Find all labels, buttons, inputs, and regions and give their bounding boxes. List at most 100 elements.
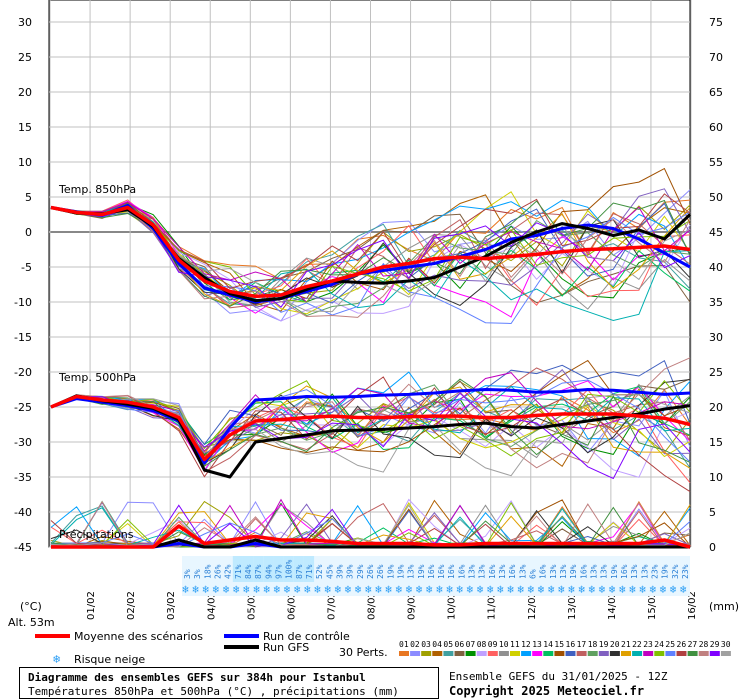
snow-flake-icon: ❄ xyxy=(487,583,494,596)
snow-risk-label: 100% xyxy=(285,560,294,579)
pert-swatch xyxy=(521,651,532,656)
pert-number: 07 xyxy=(466,640,476,649)
snow-flake-icon: ❄ xyxy=(680,583,687,596)
pert-number: 28 xyxy=(699,640,709,649)
snow-flake-icon: ❄ xyxy=(649,583,656,596)
right-tick-label: 35 xyxy=(709,296,723,309)
pert-swatch xyxy=(720,651,731,656)
pert-swatch xyxy=(665,651,676,656)
pert-swatch xyxy=(410,651,421,656)
left-tick-label: 0 xyxy=(25,226,32,239)
snow-flake-icon: ❄ xyxy=(355,583,362,596)
snow-flake-icon: ❄ xyxy=(507,583,514,596)
snow-risk-label: 13% xyxy=(468,564,477,579)
left-tick-label: 30 xyxy=(18,16,32,29)
right-axis-unit: (mm) xyxy=(709,600,739,613)
snow-risk-label: 71% xyxy=(234,564,243,579)
snow-flake-icon: ❄ xyxy=(294,583,301,596)
snow-risk-label: 26% xyxy=(214,564,223,579)
pert-swatch xyxy=(554,651,565,656)
snow-risk-label: 52% xyxy=(315,564,324,579)
date-label: 07/02 xyxy=(326,591,337,620)
right-tick-label: 70 xyxy=(709,51,723,64)
snow-risk-label: 16% xyxy=(437,564,446,579)
pert-swatch xyxy=(510,651,520,656)
pert-swatch xyxy=(432,651,443,656)
snow-flake-icon: ❄ xyxy=(629,583,636,596)
snow-flake-icon: ❄ xyxy=(375,583,382,596)
snow-flake-icon: ❄ xyxy=(456,583,463,596)
snow-flake-icon: ❄ xyxy=(263,583,270,596)
snow-risk-label: 13% xyxy=(630,564,639,579)
snow-risk-label: 16% xyxy=(427,564,436,579)
pert-swatch xyxy=(421,651,432,656)
date-label: 05/02 xyxy=(246,591,257,620)
left-tick-label: -30 xyxy=(14,436,32,449)
snow-flake-icon: ❄ xyxy=(497,583,504,596)
snow-flake-icon: ❄ xyxy=(670,583,677,596)
snow-flake-icon: ❄ xyxy=(243,583,250,596)
pert-line-t850 xyxy=(50,203,691,303)
snow-risk-label: 13% xyxy=(478,564,487,579)
snow-flake-icon: ❄ xyxy=(202,583,209,596)
pert-number: 24 xyxy=(654,640,664,649)
snow-flake-icon: ❄ xyxy=(609,583,616,596)
left-tick-label: -5 xyxy=(21,261,32,274)
pert-number: 27 xyxy=(688,640,698,649)
chart-title: Diagramme des ensembles GEFS sur 384h po… xyxy=(28,671,366,684)
series-line-precip xyxy=(51,524,691,549)
pert-line-t500 xyxy=(50,379,691,464)
snow-risk-label: 16% xyxy=(488,564,497,579)
snow-flake-icon: ❄ xyxy=(284,583,291,596)
snow-flake-icon: ❄ xyxy=(345,583,352,596)
snow-risk-label: 16% xyxy=(539,564,548,579)
pert-number: 22 xyxy=(632,640,642,649)
snow-risk-label: 19% xyxy=(569,564,578,579)
pert-number: 20 xyxy=(610,640,620,649)
snow-high-cell xyxy=(232,556,243,582)
date-label: 08/02 xyxy=(367,591,378,620)
right-tick-label: 5 xyxy=(709,506,716,519)
pert-line-t500 xyxy=(50,378,691,467)
footer-title-box: Diagramme des ensembles GEFS sur 384h po… xyxy=(19,667,439,699)
snow-flake-icon: ❄ xyxy=(253,583,260,596)
run-info: Ensemble GEFS du 31/01/2025 - 12Z xyxy=(449,670,668,683)
left-tick-label: -40 xyxy=(14,506,32,519)
pert-number: 12 xyxy=(521,640,531,649)
snow-high-cell xyxy=(293,556,304,582)
snow-flake-icon: ❄ xyxy=(558,583,565,596)
pert-number: 13 xyxy=(532,640,542,649)
date-label: 16/02 xyxy=(687,591,698,620)
snow-risk-label: 13% xyxy=(589,564,598,579)
snow-flake-icon: ❄ xyxy=(639,583,646,596)
right-tick-label: 30 xyxy=(709,331,723,344)
snow-flake-icon: ❄ xyxy=(395,583,402,596)
series-line-t500 xyxy=(50,388,691,465)
snow-risk-label: 3% xyxy=(183,569,192,579)
pert-number: 08 xyxy=(477,640,487,649)
date-label: 02/02 xyxy=(126,591,137,620)
right-tick-label: 50 xyxy=(709,191,723,204)
snow-risk-label: 3% xyxy=(193,569,202,579)
snow-risk-label: 19% xyxy=(661,564,670,579)
snow-risk-label: 16% xyxy=(447,564,456,579)
snow-flake-icon: ❄ xyxy=(334,583,341,596)
snow-risk-label: 87% xyxy=(295,564,304,579)
main-series-lines xyxy=(50,203,692,549)
left-axis-ticks: 30 25 20 15 10 5 0 -5 -10 -15 -20 -25 -30 -35 -40 -45 xyxy=(14,16,32,554)
pert-number: 29 xyxy=(710,640,720,649)
snow-flake-icon: ❄ xyxy=(660,583,667,596)
snow-high-cell xyxy=(303,556,315,582)
left-tick-label: -10 xyxy=(14,296,32,309)
snow-risk-label: 13% xyxy=(600,564,609,579)
altitude-label: Alt. 53m xyxy=(8,616,55,629)
snow-high-cell xyxy=(263,556,274,582)
legend-mean-label: Moyenne des scénarios xyxy=(74,630,203,643)
left-tick-label: 15 xyxy=(18,121,32,134)
snow-flake-icon: ❄ xyxy=(233,583,240,596)
pert-number: 30 xyxy=(721,640,731,649)
right-tick-label: 55 xyxy=(709,156,723,169)
snow-flake-icon: ❄ xyxy=(426,583,433,596)
